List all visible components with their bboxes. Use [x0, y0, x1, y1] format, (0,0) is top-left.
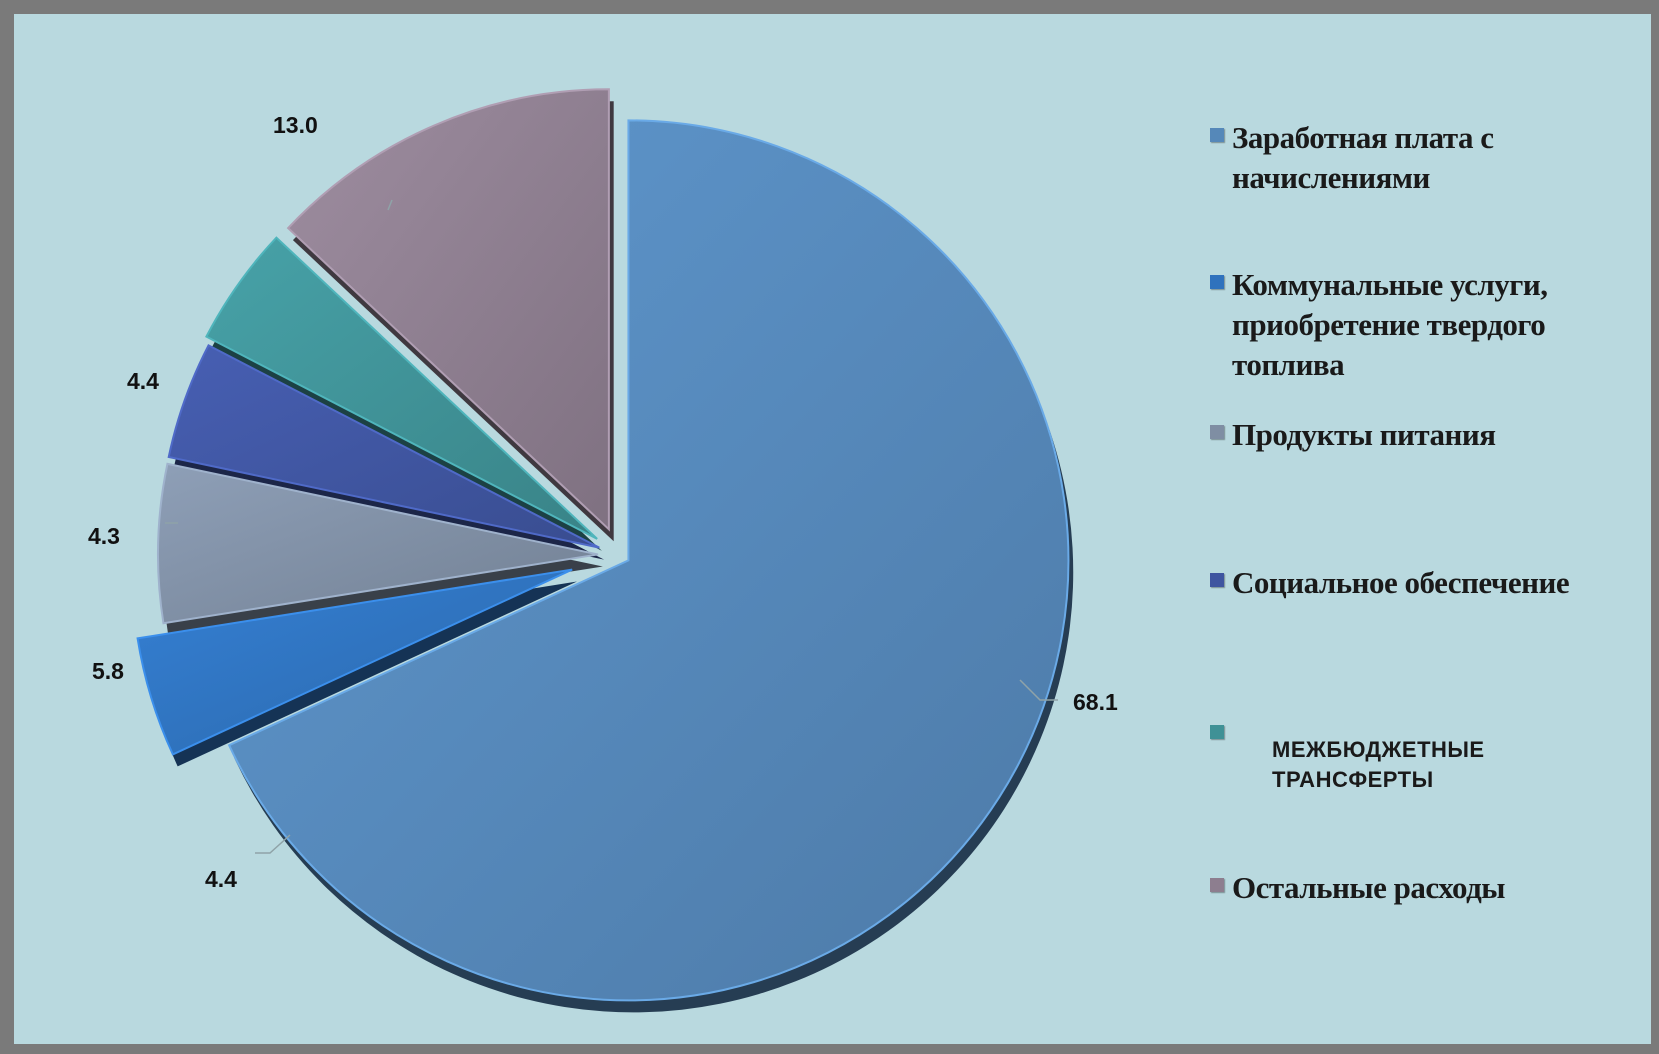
slice-utilities-depth — [142, 581, 577, 767]
legend: Заработная плата с начислениями Коммуналь… — [1210, 0, 1650, 1054]
data-label: 13.0 — [273, 112, 318, 138]
legend-swatch — [1210, 725, 1224, 739]
legend-label: Коммунальные услуги, приобретение твердог… — [1232, 267, 1548, 382]
leader-line — [387, 199, 393, 211]
slice-utilities — [136, 568, 573, 756]
slice-social — [167, 344, 600, 549]
legend-swatch — [1210, 573, 1224, 587]
data-label: 4.4 — [127, 368, 159, 394]
legend-label: Заработная плата с начислениями — [1232, 120, 1494, 195]
legend-label: Остальные расходы — [1232, 870, 1506, 905]
legend-label: Социальное обеспечение — [1232, 565, 1570, 600]
slice-salary — [227, 119, 1070, 1002]
legend-swatch — [1210, 425, 1224, 439]
legend-swatch — [1210, 128, 1224, 142]
legend-item-other: Остальные расходы — [1210, 868, 1506, 908]
legend-item-utilities: Коммунальные услуги, приобретение твердог… — [1210, 265, 1548, 385]
legend-label: Продукты питания — [1232, 417, 1496, 452]
data-label: 4.3 — [88, 523, 120, 549]
data-label: 4.4 — [205, 866, 237, 892]
data-label: 5.8 — [92, 658, 124, 684]
legend-swatch — [1210, 275, 1224, 289]
legend-item-food: Продукты питания — [1210, 415, 1496, 455]
legend-item-social: Социальное обеспечение — [1210, 563, 1570, 603]
slice-food — [157, 462, 599, 625]
leader-line — [255, 834, 291, 854]
data-label: 68.1 — [1073, 689, 1118, 715]
leader-line — [1019, 679, 1058, 701]
slice-other — [286, 88, 610, 532]
legend-label: МЕЖБЮДЖЕТНЫЕ ТРАНСФЕРТЫ — [1272, 737, 1485, 792]
slices — [136, 88, 1070, 1002]
legend-swatch — [1210, 878, 1224, 892]
legend-item-transfers: МЕЖБЮДЖЕТНЫЕ ТРАНСФЕРТЫ — [1210, 715, 1532, 795]
slice-transfers — [205, 236, 598, 540]
legend-item-salary: Заработная плата с начислениями — [1210, 118, 1494, 198]
